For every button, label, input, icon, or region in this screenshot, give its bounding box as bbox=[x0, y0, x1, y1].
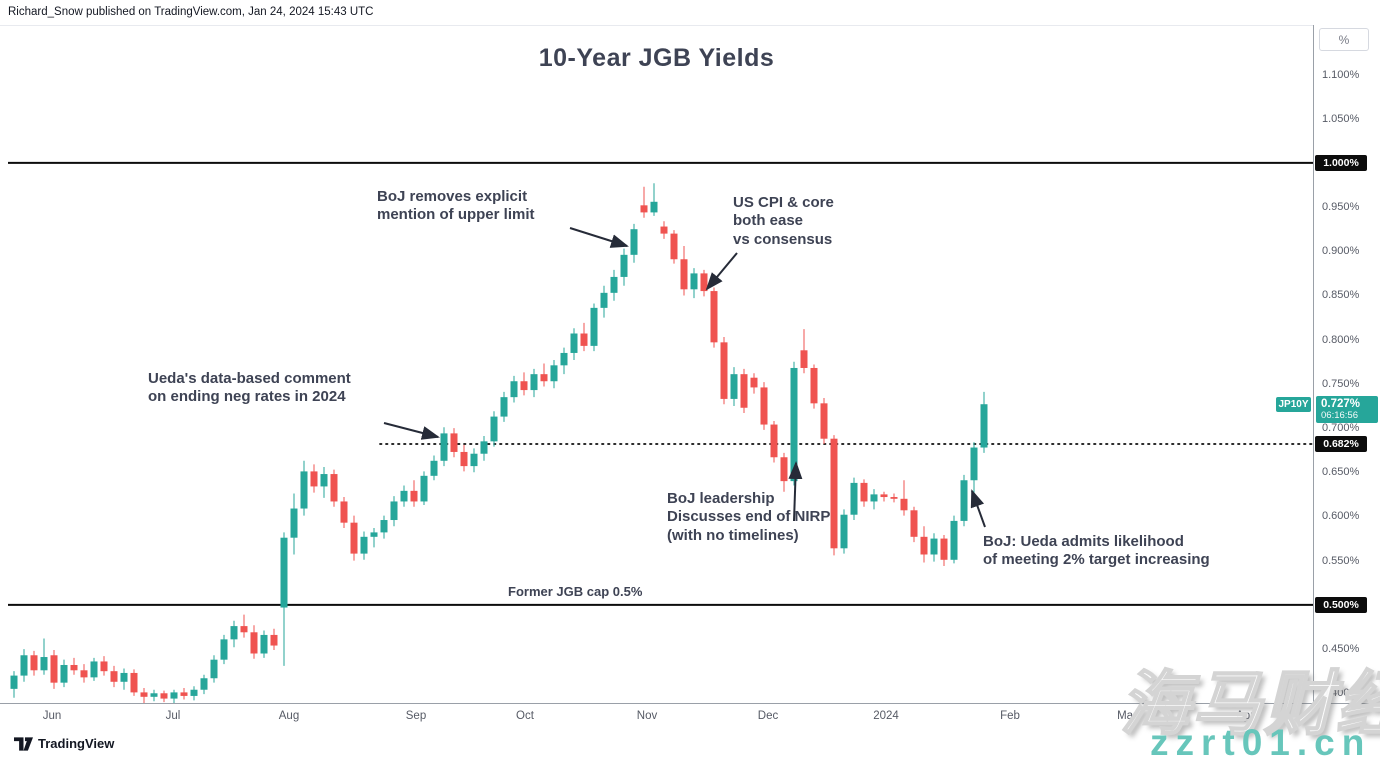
time-axis-label: Dec bbox=[757, 710, 779, 722]
watermark-url: zzrt01.cn bbox=[1150, 722, 1372, 763]
price-level-badge: 1.000% bbox=[1315, 154, 1367, 171]
current-price-value: 0.727% bbox=[1321, 398, 1361, 411]
price-axis-line bbox=[1313, 25, 1314, 728]
price-scale[interactable]: % 1.100% 1.050% 0.950% 0.900% 0.850% 0.800% 0.… bbox=[1314, 25, 1380, 703]
time-axis-line bbox=[0, 703, 1380, 704]
time-axis-label: 2024 bbox=[873, 710, 899, 722]
price-tick: 0.750% bbox=[1322, 377, 1360, 390]
price-tick: 0.600% bbox=[1322, 510, 1360, 523]
time-axis-label: Apr bbox=[1236, 710, 1254, 722]
annotation-ueda-data-based-comment: Ueda's data-based comment on ending neg r… bbox=[148, 370, 351, 406]
time-axis-label: Oct bbox=[516, 710, 534, 722]
price-tick: 0.800% bbox=[1322, 333, 1360, 346]
price-level-badge: 0.500% bbox=[1315, 596, 1367, 613]
price-tick: 0.550% bbox=[1322, 554, 1360, 567]
time-axis-label: Nov bbox=[636, 710, 658, 722]
header-divider bbox=[0, 25, 1380, 26]
price-tick: 0.450% bbox=[1322, 643, 1360, 656]
current-price-badge: 0.727% 06:16:56 bbox=[1316, 396, 1378, 424]
annotation-us-cpi-ease: US CPI & core both ease vs consensus bbox=[733, 194, 834, 248]
price-tick: 0.850% bbox=[1322, 289, 1360, 302]
time-axis-label: Jun bbox=[42, 710, 62, 722]
time-axis-label: Sep bbox=[405, 710, 427, 722]
price-tick: 0.900% bbox=[1322, 245, 1360, 258]
price-tick: 1.100% bbox=[1322, 68, 1360, 81]
time-axis-label: Feb bbox=[1000, 710, 1020, 722]
tradingview-logo-text: TradingView bbox=[38, 736, 115, 751]
price-tick: 0.700% bbox=[1322, 422, 1360, 435]
bar-countdown: 06:16:56 bbox=[1321, 410, 1358, 422]
annotation-boj-removes-upper-limit: BoJ removes explicit mention of upper lim… bbox=[377, 188, 535, 224]
percent-unit-button[interactable]: % bbox=[1319, 28, 1369, 51]
tradingview-logo-icon bbox=[14, 736, 33, 751]
time-axis-label: Aug bbox=[278, 710, 300, 722]
attribution-text: Richard_Snow published on TradingView.co… bbox=[8, 6, 374, 18]
time-axis-label: Mar bbox=[1117, 710, 1137, 722]
footer-branding[interactable]: TradingView bbox=[14, 736, 114, 751]
price-tick: 0.950% bbox=[1322, 201, 1360, 214]
symbol-badge: JP10Y bbox=[1276, 397, 1311, 413]
annotation-former-jgb-cap: Former JGB cap 0.5% bbox=[508, 584, 643, 599]
watermark-chinese: 海马财经 bbox=[1119, 664, 1380, 744]
price-tick: 0.400% bbox=[1322, 687, 1360, 700]
annotation-boj-ueda-2pct-target: BoJ: Ueda admits likelihood of meeting 2%… bbox=[983, 533, 1210, 569]
time-axis[interactable]: Jun Jul Aug Sep Oct Nov Dec 2024 Feb Mar Apr bbox=[0, 704, 1380, 728]
price-tick: 1.050% bbox=[1322, 112, 1360, 125]
price-level-badge: 0.682% bbox=[1315, 435, 1367, 452]
chart-title: 10-Year JGB Yields bbox=[538, 44, 775, 72]
price-tick: 0.650% bbox=[1322, 466, 1360, 479]
annotation-boj-leadership-nirp: BoJ leadership Discusses end of NIRP (with… bbox=[667, 490, 831, 544]
time-axis-label: Jul bbox=[165, 710, 181, 722]
